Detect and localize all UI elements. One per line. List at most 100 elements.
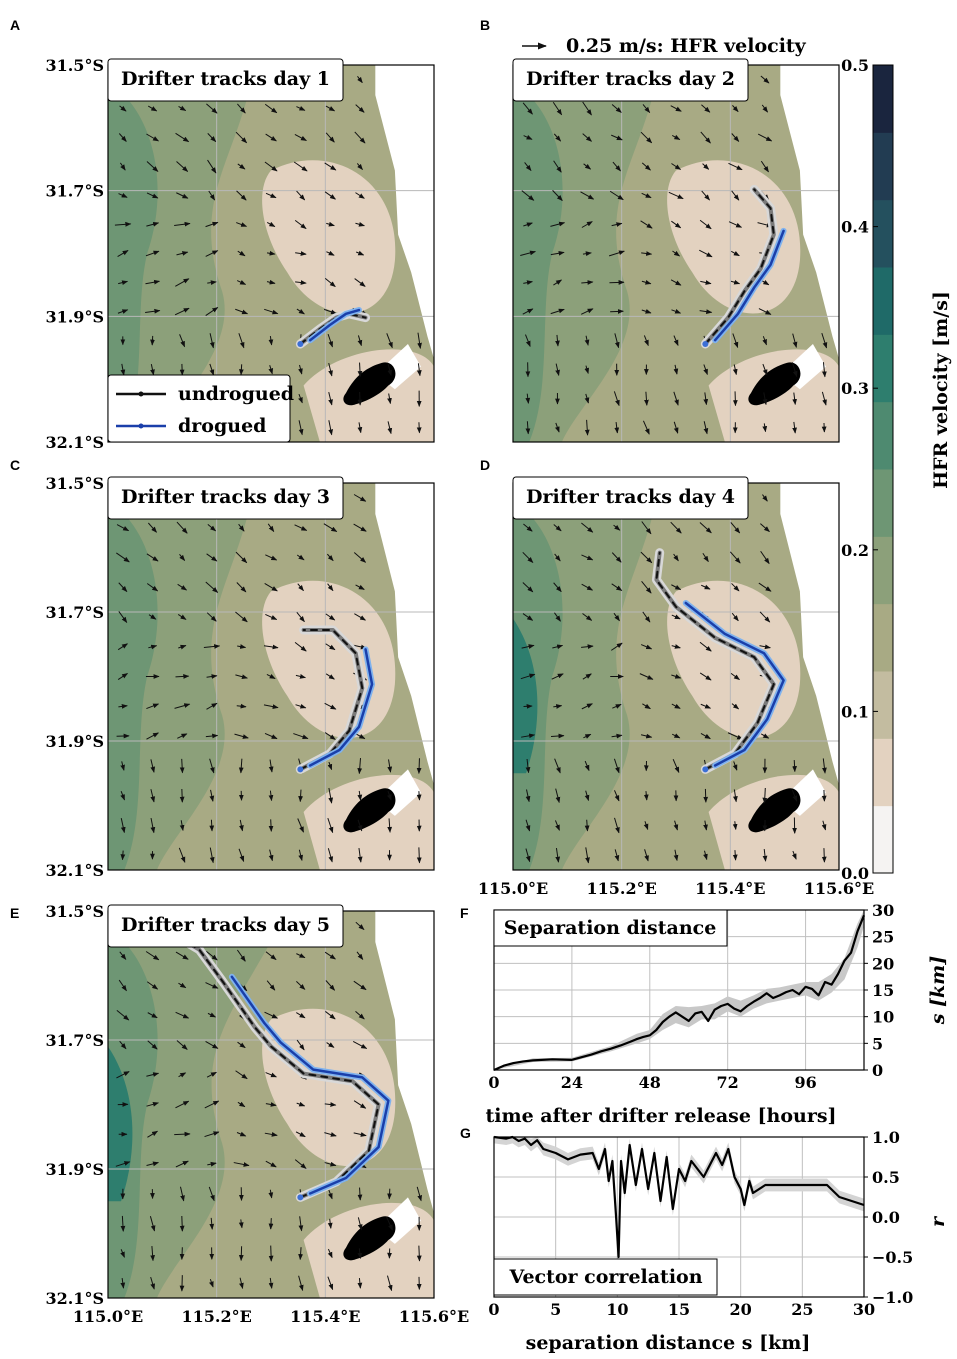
velocity-arrow <box>353 1132 367 1137</box>
velocity-arrow <box>550 250 565 256</box>
velocity-arrow <box>760 75 770 84</box>
island <box>343 788 396 833</box>
velocity-arrow <box>294 134 307 141</box>
velocity-arrow <box>236 703 247 709</box>
velocity-arrow <box>552 101 563 116</box>
chart-f-title-box <box>493 909 728 947</box>
lat-tick-label: 31.5°S <box>45 902 104 921</box>
velocity-arrow <box>555 334 560 347</box>
velocity-arrow <box>759 611 771 623</box>
velocity-arrow <box>208 190 216 201</box>
velocity-arrow <box>294 524 308 531</box>
velocity-arrow <box>205 950 218 961</box>
velocity-arrow <box>264 732 278 740</box>
velocity-arrow <box>355 921 365 930</box>
velocity-arrow <box>522 102 533 115</box>
velocity-arrow <box>670 105 682 112</box>
colorbar-band <box>873 536 893 605</box>
velocity-arrow <box>584 419 590 436</box>
velocity-arrow <box>671 309 682 314</box>
velocity-arrow <box>327 817 334 834</box>
velocity-arrow <box>525 421 531 435</box>
map-panel-d: Drifter tracks day 4 <box>512 476 840 871</box>
velocity-arrow <box>176 1040 188 1050</box>
velocity-arrow <box>176 521 188 534</box>
velocity-arrow <box>523 280 533 286</box>
velocity-arrow <box>177 733 188 739</box>
velocity-arrow <box>357 422 363 434</box>
velocity-arrow <box>295 280 307 285</box>
velocity-arrow <box>209 333 215 349</box>
velocity-arrow <box>759 644 771 650</box>
velocity-arrow <box>354 613 366 621</box>
velocity-arrow <box>204 1100 220 1109</box>
land-mask <box>780 65 839 360</box>
colorbar-tick-label: 0.2 <box>841 541 869 560</box>
velocity-arrow <box>792 392 798 406</box>
drogued-track <box>308 648 374 767</box>
map-title: Drifter tracks day 4 <box>526 486 735 508</box>
velocity-arrow <box>118 133 127 142</box>
velocity-arrow <box>642 104 651 113</box>
lon-tick-label: 115.2°E <box>587 879 657 898</box>
velocity-arrow <box>525 789 531 803</box>
velocity-arrow <box>417 332 422 349</box>
velocity-arrow <box>612 161 621 172</box>
velocity-arrow <box>296 611 305 623</box>
x-tick-label: 25 <box>791 1300 813 1319</box>
velocity-arrow <box>611 104 622 113</box>
velocity-arrow <box>327 1248 333 1259</box>
lat-tick-label: 31.7°S <box>45 603 104 622</box>
velocity-arrow <box>298 1275 304 1292</box>
velocity-arrow <box>670 521 682 534</box>
chart-f-title: Separation distance <box>504 917 717 939</box>
velocity-arrow <box>264 583 278 592</box>
velocity-arrow <box>387 790 392 801</box>
x-tick-label: 0 <box>488 1300 499 1319</box>
velocity-arrow <box>114 221 132 227</box>
velocity-arrow <box>176 251 189 256</box>
velocity-arrow <box>235 674 248 680</box>
drogued-track <box>684 601 785 767</box>
velocity-arrow <box>236 582 247 593</box>
speed-contour-green-dark <box>513 83 563 442</box>
colorbar-tick-label: 0.1 <box>841 702 869 721</box>
velocity-arrow <box>207 159 217 174</box>
velocity-arrow <box>582 101 592 116</box>
velocity-arrow <box>608 250 625 257</box>
velocity-arrow <box>268 849 274 862</box>
chart-g-mean-line <box>493 1135 865 1259</box>
velocity-arrow <box>523 134 533 140</box>
velocity-arrow <box>150 759 156 773</box>
velocity-arrow <box>585 847 590 864</box>
velocity-arrow <box>762 494 768 502</box>
velocity-arrow <box>263 644 279 650</box>
velocity-arrow <box>357 758 363 775</box>
velocity-arrow <box>206 553 218 562</box>
map-title-box <box>107 58 344 102</box>
velocity-arrow <box>326 221 335 227</box>
velocity-arrow <box>353 523 367 532</box>
velocity-arrow <box>209 819 215 832</box>
velocity-arrow <box>146 192 159 199</box>
lon-tick-label: 115.0°E <box>478 879 548 898</box>
chart-f-ticks: 0 24 48 72 96 0 5 10 15 20 25 30 <box>488 901 894 1092</box>
colorbar-tick-label: 0.0 <box>841 864 869 883</box>
lon-tick-label: 115.2°E <box>182 1307 252 1326</box>
velocity-arrow <box>732 821 738 831</box>
velocity-arrow <box>205 733 219 739</box>
velocity-arrow <box>268 1245 274 1262</box>
velocity-arrow <box>673 335 679 347</box>
velocity-arrow <box>555 847 561 863</box>
velocity-arrow <box>353 1100 367 1109</box>
velocity-arrow <box>581 554 594 561</box>
velocity-arrow <box>325 105 336 112</box>
velocity-arrow <box>611 134 623 141</box>
velocity-arrow <box>268 759 274 773</box>
island <box>748 362 801 406</box>
velocity-arrow <box>613 758 620 774</box>
velocity-arrow <box>354 131 366 144</box>
velocity-arrow <box>581 644 594 650</box>
velocity-arrow <box>611 222 623 227</box>
